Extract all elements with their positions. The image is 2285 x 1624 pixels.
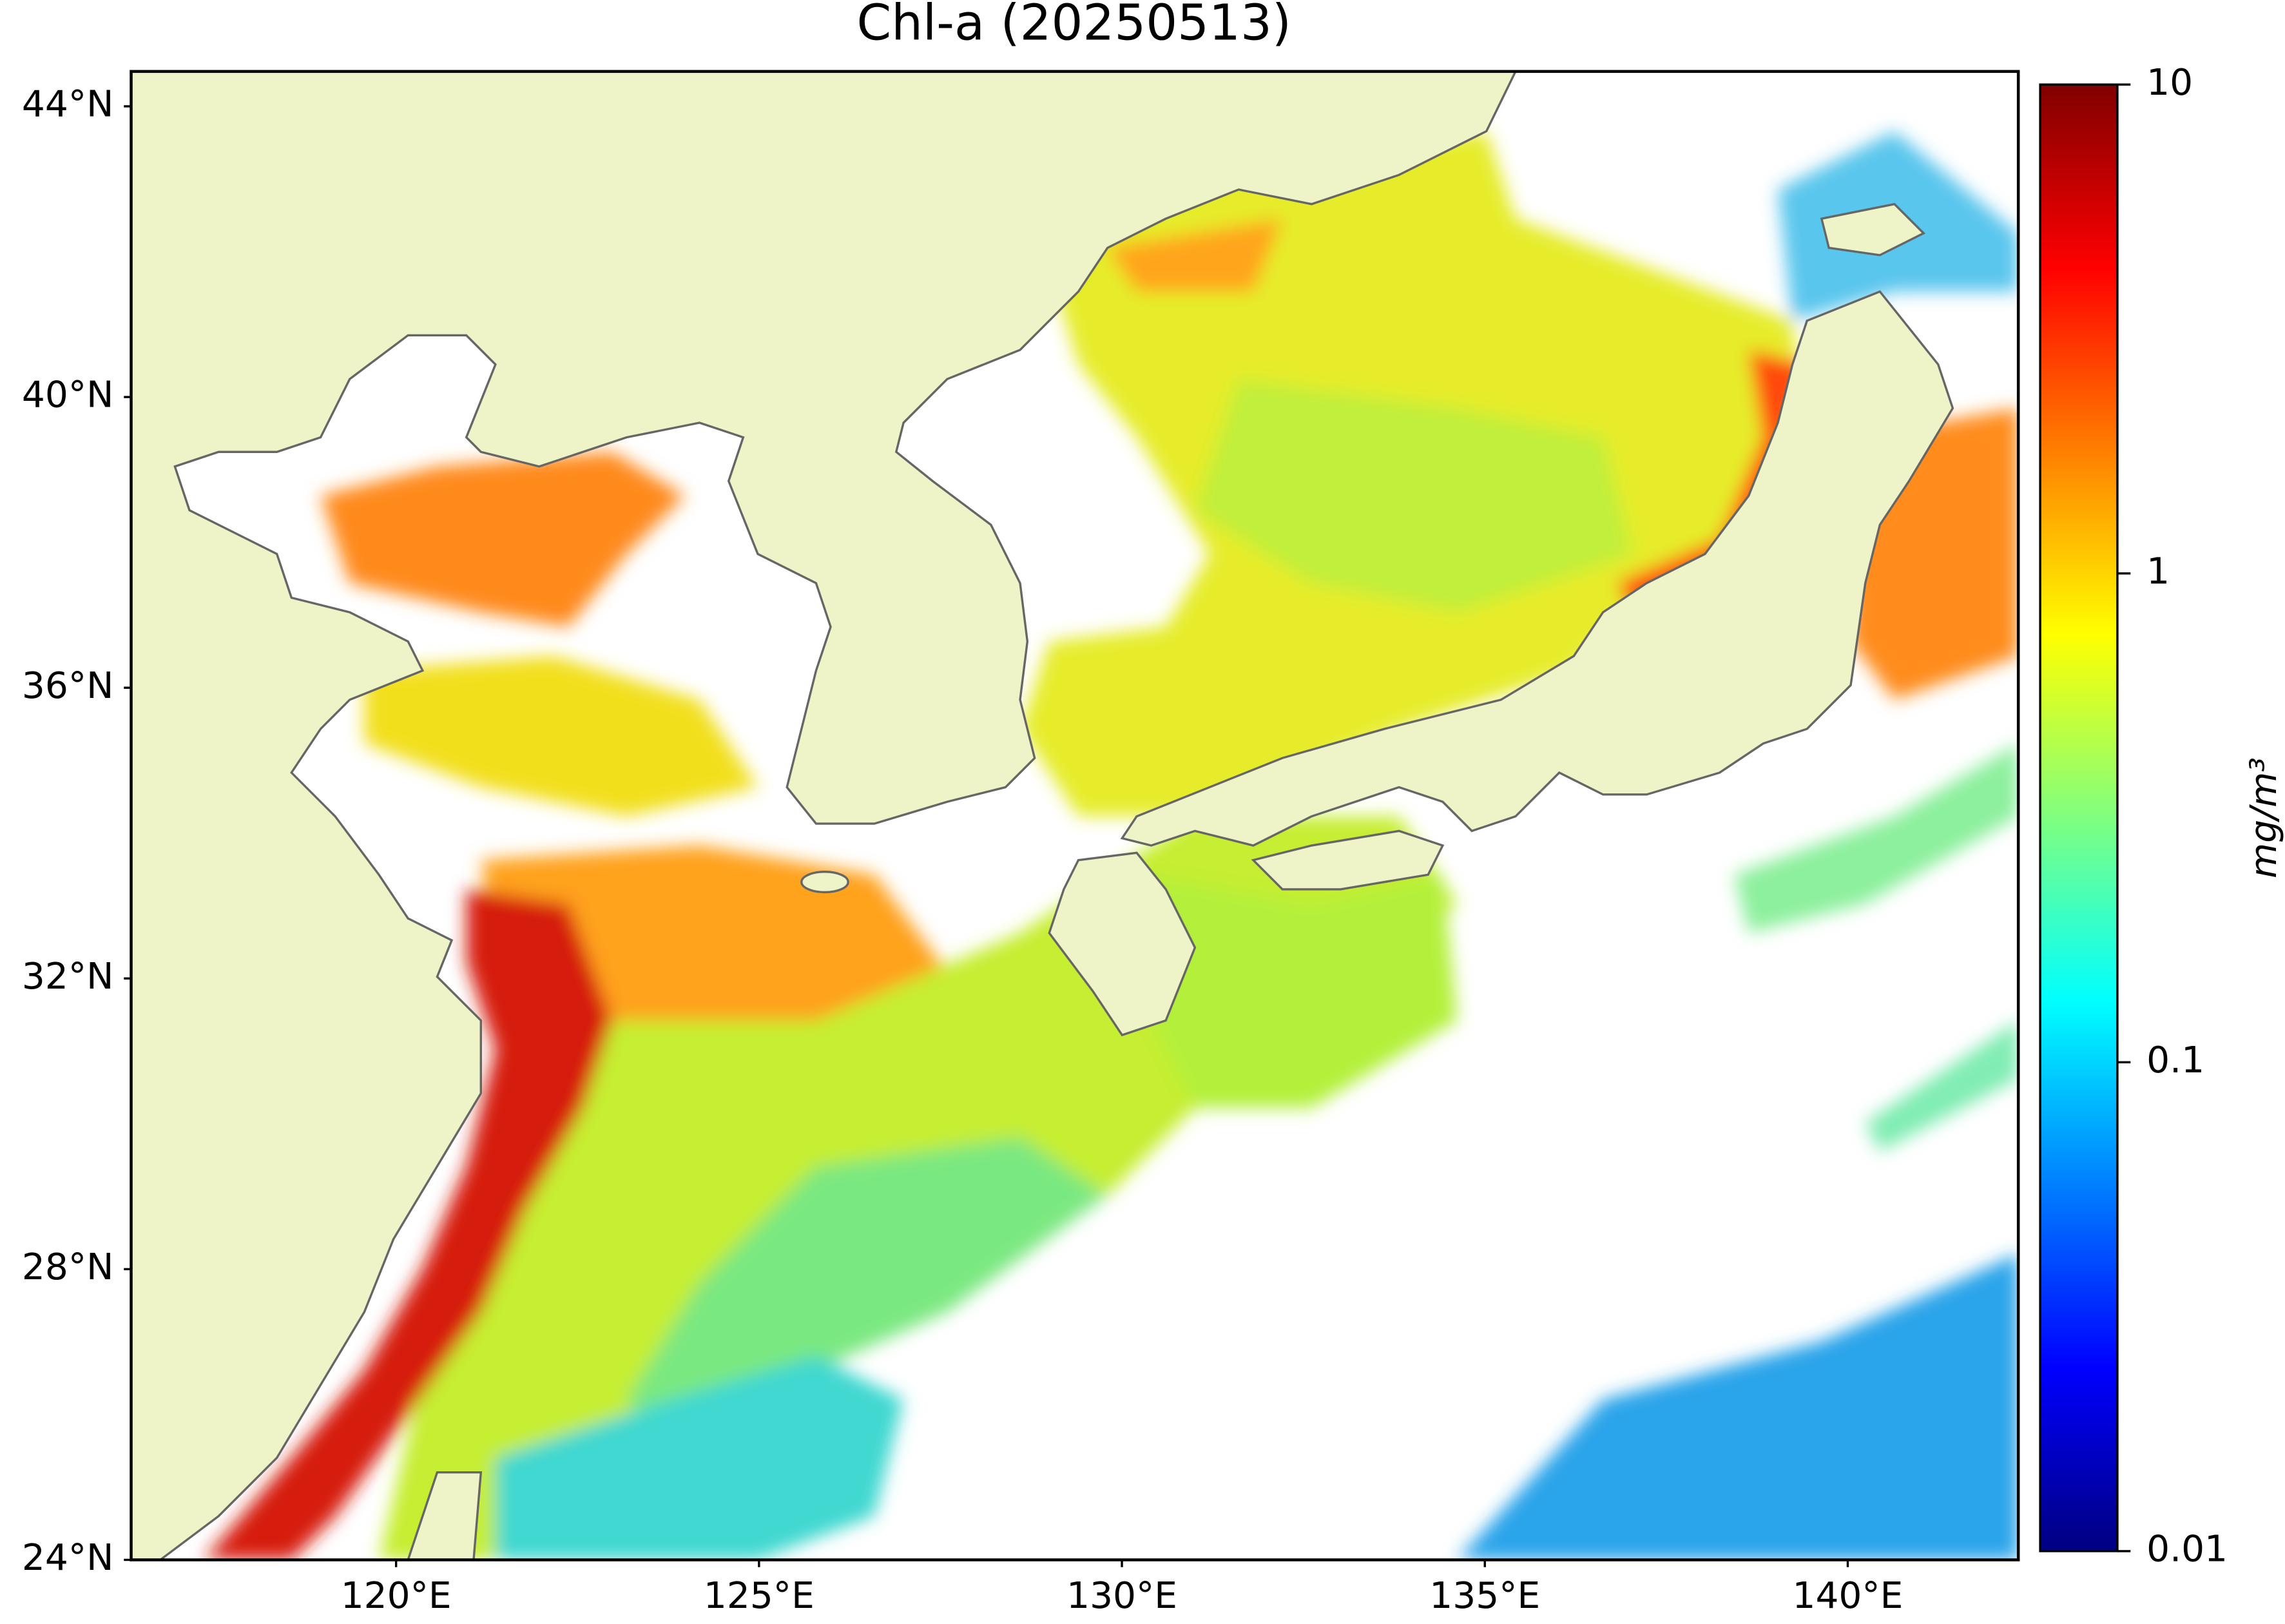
mainland [131, 71, 1517, 1560]
kyushu [1048, 851, 1197, 1037]
hokkaido [1820, 202, 1926, 256]
colorbar-tick-label: 0.1 [2146, 1039, 2204, 1081]
map-area [131, 71, 2019, 1560]
map-frame [130, 70, 2020, 1561]
y-tick-label: 40°N [22, 374, 113, 416]
map-title: Chl-a (20250513) [857, 0, 1291, 52]
land [131, 71, 1954, 1560]
yellow-sea-patch [364, 655, 758, 817]
pacific-patch [1734, 743, 2019, 933]
colorbar-tick-label: 1 [2146, 550, 2170, 592]
bohai-patch [320, 452, 685, 627]
x-tick-label: 130°E [1066, 1575, 1177, 1617]
ticks: 120°E 125°E 130°E 135°E 140°E 24°N 28°N 32°N 36°… [22, 62, 2228, 1617]
y-tick-label: 28°N [22, 1246, 113, 1288]
colorbar-tick-label: 0.01 [2146, 1529, 2228, 1571]
jeju [800, 871, 849, 894]
taiwan [407, 1471, 483, 1560]
x-tick-label: 120°E [341, 1575, 452, 1617]
y-tick-label: 44°N [22, 84, 113, 126]
colorbar-label: mg/m³ [2243, 757, 2285, 878]
coastal-patch [1107, 218, 1283, 292]
colorbar [2039, 83, 2119, 1552]
coastal-patch [1617, 349, 1808, 613]
x-tick-label: 125°E [704, 1575, 815, 1617]
pacific-patch [1865, 1020, 2019, 1152]
colorbar-tick-label: 10 [2146, 62, 2193, 104]
x-tick-label: 140°E [1793, 1575, 1904, 1617]
honshu [1120, 290, 1954, 847]
y-tick-label: 36°N [22, 665, 113, 707]
pacific-patch [1457, 1253, 2019, 1560]
y-tick-label: 24°N [22, 1537, 113, 1579]
south-patch [495, 1355, 904, 1560]
sea-of-japan-patch [1195, 379, 1632, 613]
pacific-patch [1136, 875, 1458, 1108]
coastal-patch [204, 889, 612, 1560]
x-tick-label: 135°E [1429, 1575, 1540, 1617]
y-tick-label: 32°N [22, 956, 113, 998]
shikoku [1251, 829, 1445, 891]
